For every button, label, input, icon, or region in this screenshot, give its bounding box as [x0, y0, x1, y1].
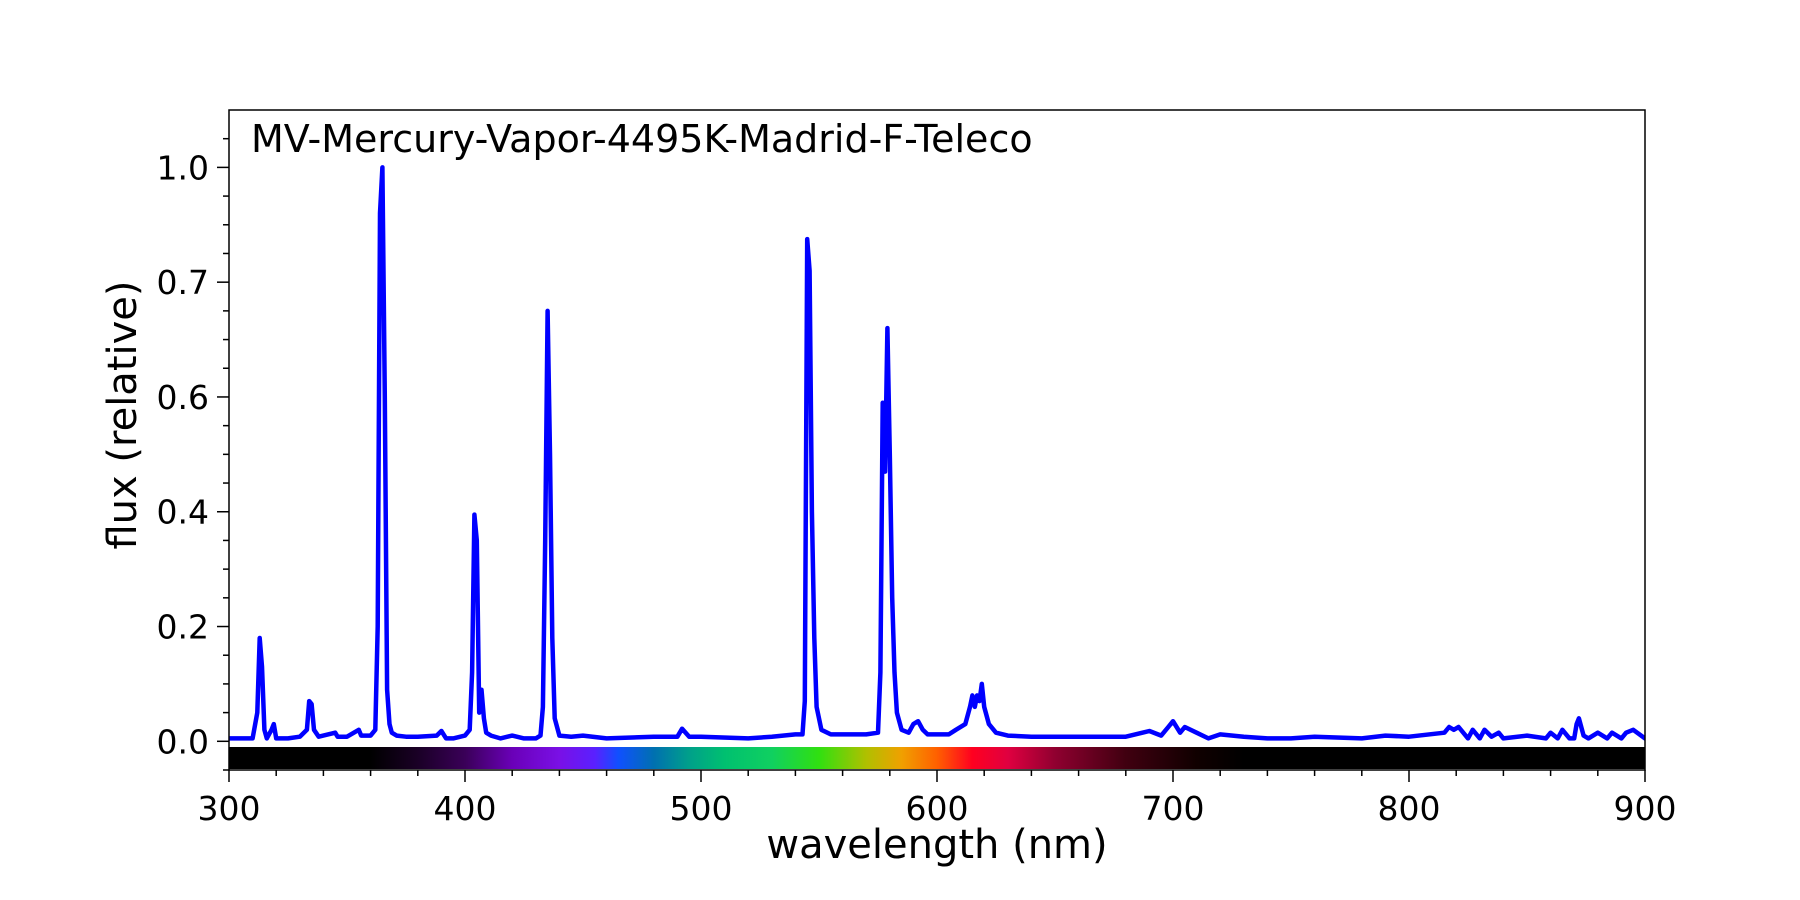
- x-tick-label: 500: [670, 789, 733, 828]
- y-tick-label: 0.7: [157, 263, 209, 302]
- x-tick-label: 800: [1378, 789, 1441, 828]
- x-axis-ticks: 300 400 500 600 700 800 900: [198, 770, 1677, 828]
- y-tick-label: 0.4: [157, 493, 209, 532]
- y-tick-label: 0.0: [157, 722, 209, 761]
- y-tick-label: 1.0: [157, 148, 209, 187]
- spectrum-line-0: [229, 165, 1645, 741]
- x-tick-label: 900: [1614, 789, 1677, 828]
- x-tick-label: 300: [198, 789, 261, 828]
- y-tick-label: 0.2: [157, 608, 209, 647]
- y-axis-ticks: 0.0 0.2 0.4 0.6 0.7 1.0: [157, 137, 229, 771]
- x-tick-label: 700: [1142, 789, 1205, 828]
- x-tick-label: 600: [906, 789, 969, 828]
- y-tick-label: 0.6: [157, 378, 209, 417]
- plot-frame: [228, 109, 1646, 771]
- y-axis-title: flux (relative): [100, 280, 146, 549]
- x-tick-label: 400: [434, 789, 497, 828]
- series-group: [229, 165, 1645, 741]
- spectrum-color-bar-group: [229, 747, 1645, 769]
- spectrum-color-bar: [229, 747, 1645, 769]
- x-axis-title: wavelength (nm): [766, 822, 1107, 868]
- chart-title: MV-Mercury-Vapor-4495K-Madrid-F-Teleco: [251, 117, 1033, 161]
